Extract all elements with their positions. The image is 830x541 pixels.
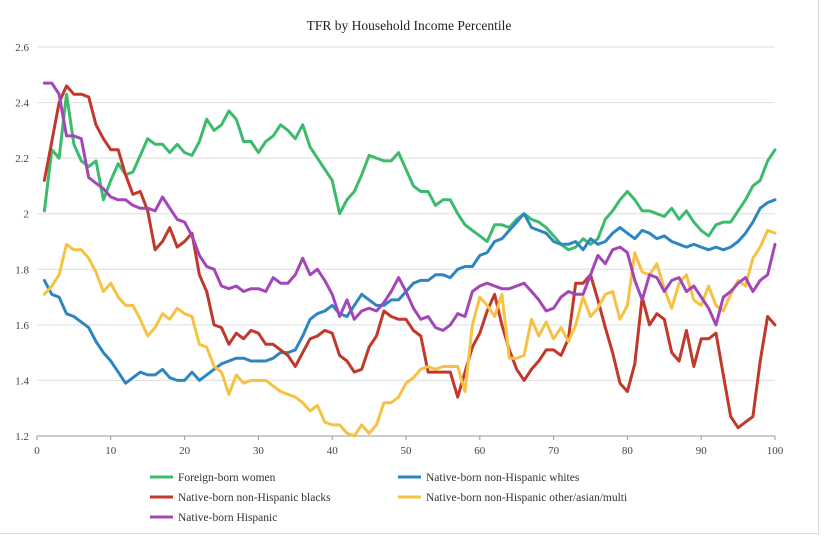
series-line-1: [42, 92, 777, 252]
y-tick-label: 2: [24, 209, 30, 221]
y-tick-label: 1.6: [15, 320, 29, 332]
x-tick-label: 30: [253, 445, 265, 457]
y-tick-label: 2.4: [15, 98, 29, 110]
x-tick-label: 70: [548, 445, 560, 457]
x-tick-label: 0: [34, 445, 40, 457]
series-line-3: [42, 84, 777, 430]
legend-label: Native-born Hispanic: [178, 512, 277, 524]
x-tick-label: 60: [474, 445, 486, 457]
y-axis: 1.2 1.4 1.6 1.8 2 2.2 2.4 2.6: [15, 42, 29, 443]
series-group: [42, 81, 777, 438]
chart-title: TFR by Household Income Percentile: [307, 18, 512, 33]
y-tick-label: 1.4: [15, 375, 29, 387]
legend-label: Native-born non-Hispanic whites: [426, 472, 580, 484]
legend-label: Native-born non-Hispanic other/asian/mul…: [426, 492, 627, 504]
chart-frame: TFR by Household Income Percentile 1.2 1.…: [0, 0, 819, 534]
x-axis: 0 10 20 30 40 50 60 70 80 90 100: [34, 436, 784, 457]
line-chart: TFR by Household Income Percentile 1.21.…: [15, 18, 784, 524]
series-line-5: [42, 81, 777, 332]
series-line-2: [42, 198, 777, 385]
y-tick-label: 2.6: [15, 42, 29, 54]
legend-label: Native-born non-Hispanic blacks: [178, 492, 331, 504]
y-tick-label: 1.2: [15, 431, 29, 443]
x-tick-label: 50: [401, 445, 413, 457]
x-tick-label: 90: [696, 445, 708, 457]
series-line-4: [42, 228, 777, 438]
legend-label: Foreign-born women: [178, 472, 276, 484]
y-tick-label: 1.8: [15, 264, 29, 276]
y-tick-label: 2.2: [15, 153, 29, 165]
legend: Foreign-born women Native-born non-Hispan…: [150, 472, 627, 524]
x-tick-label: 80: [622, 445, 634, 457]
x-tick-label: 20: [179, 445, 191, 457]
x-tick-label: 10: [105, 445, 117, 457]
x-tick-label: 40: [327, 445, 339, 457]
x-tick-label: 100: [767, 445, 784, 457]
gridlines: [37, 46, 775, 437]
